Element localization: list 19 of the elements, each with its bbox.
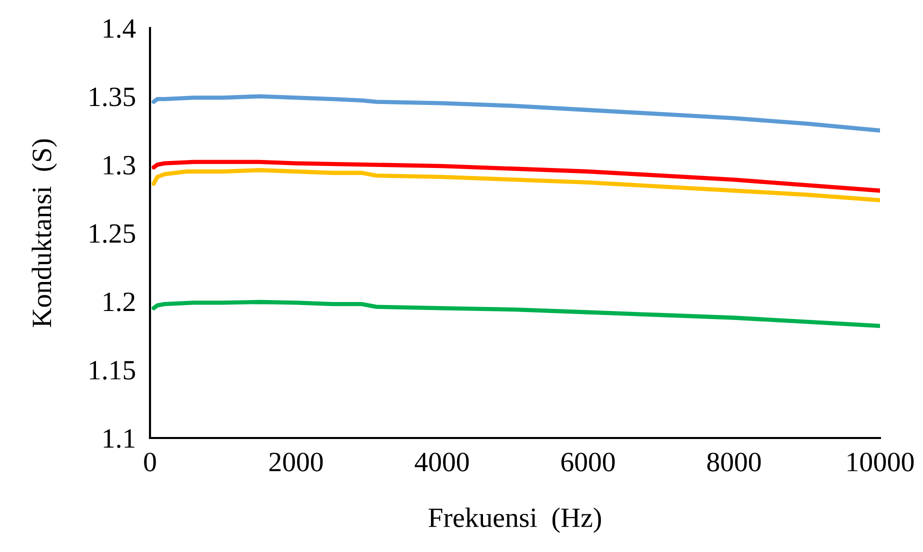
x-tick-label: 8000 bbox=[707, 452, 761, 472]
y-tick-label: 1.15 bbox=[90, 360, 136, 380]
y-tick-label: 1.2 bbox=[104, 292, 135, 312]
x-tick-label: 2000 bbox=[269, 452, 323, 472]
y-tick-label: 1.35 bbox=[90, 88, 136, 106]
y-tick-label: 1.3 bbox=[104, 156, 136, 175]
line-series bbox=[152, 300, 880, 328]
y-axis-title: Konduktansi (S) bbox=[32, 139, 57, 328]
y-tick-label: 1.1 bbox=[104, 429, 134, 448]
x-tick-label: 6000 bbox=[561, 452, 615, 472]
line-series bbox=[152, 168, 880, 202]
line-series bbox=[152, 160, 880, 193]
y-tick-label: 1.4 bbox=[104, 19, 136, 38]
x-tick-label: 4000 bbox=[414, 452, 469, 472]
y-tick-label: 1.25 bbox=[90, 224, 136, 244]
x-tick-label: 0 bbox=[144, 452, 156, 472]
line-series bbox=[152, 94, 880, 133]
x-tick-label: 10000 bbox=[848, 452, 914, 472]
x-axis-title: Frekuensi (Hz) bbox=[428, 508, 601, 533]
